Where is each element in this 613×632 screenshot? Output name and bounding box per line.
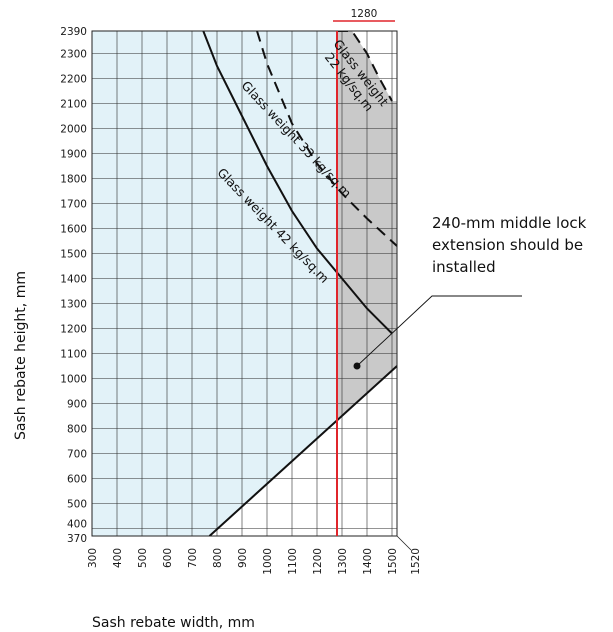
y-tick-label: 1500 [60, 249, 87, 261]
annotation-text-line: installed [432, 258, 496, 276]
y-tick-label: 2200 [60, 74, 87, 86]
x-tick-leader [396, 535, 412, 551]
x-tick-label: 600 [162, 548, 174, 568]
x-tick-label: 900 [237, 548, 249, 568]
y-tick-label: 1100 [60, 349, 87, 361]
y-tick-label: 400 [67, 519, 87, 531]
y-tick-label: 1400 [60, 274, 87, 286]
limit-label: 1280 [351, 8, 378, 20]
x-tick-label: 500 [137, 548, 149, 568]
y-axis-title: Sash rebate height, mm [13, 271, 29, 440]
grid-lines [91, 30, 398, 537]
y-tick-label: 2390 [60, 26, 87, 38]
x-tick-label: 1000 [262, 548, 274, 575]
y-tick-label: 900 [67, 399, 87, 411]
y-tick-label: 1900 [60, 149, 87, 161]
y-tick-label: 500 [67, 499, 87, 511]
series-line-1 [337, 31, 393, 102]
tick-labels: 370 400 500 600 700 800 900 1000 1100 1200 1300 140… [60, 26, 422, 575]
x-tick-label: 1500 [387, 548, 399, 575]
x-tick-label: 1520 [410, 548, 422, 575]
y-tick-label: 600 [67, 474, 87, 486]
x-tick-label: 300 [87, 548, 99, 568]
y-tick-label: 700 [67, 449, 87, 461]
series-line-3 [202, 31, 393, 335]
series-line-4 [208, 365, 397, 536]
y-tick-label: 1000 [60, 374, 87, 386]
annotation-text-line: 240-mm middle lock [432, 214, 587, 232]
x-tick-label: 700 [187, 548, 199, 568]
annotation-group: 240-mm middle lock extension should be ins… [353, 214, 587, 370]
series-line-2 [256, 31, 397, 247]
plot-frame: 1280 [91, 8, 398, 537]
y-tick-label: 800 [67, 424, 87, 436]
allowed-area [92, 31, 337, 536]
y-tick-label: 1700 [60, 199, 87, 211]
y-tick-label: 2300 [60, 49, 87, 61]
x-tick-label: 1100 [287, 548, 299, 575]
annotation-leader [356, 295, 522, 367]
y-tick-label: 2100 [60, 99, 87, 111]
x-tick-label: 1400 [362, 548, 374, 575]
y-tick-label: 1800 [60, 174, 87, 186]
y-tick-label: 1600 [60, 224, 87, 236]
x-axis-title: Sash rebate width, mm [92, 615, 255, 631]
y-tick-label: 1200 [60, 324, 87, 336]
annotation-text-line: extension should be [432, 236, 583, 254]
x-tick-label: 1300 [337, 548, 349, 575]
y-tick-label: 1300 [60, 299, 87, 311]
x-tick-label: 1200 [312, 548, 324, 575]
curves-group [202, 31, 397, 536]
x-tick-label: 400 [112, 548, 124, 568]
area-fills [92, 31, 397, 536]
x-tick-label: 800 [212, 548, 224, 568]
y-tick-label: 370 [67, 533, 87, 545]
plot-border [91, 30, 398, 537]
y-tick-label: 2000 [60, 124, 87, 136]
